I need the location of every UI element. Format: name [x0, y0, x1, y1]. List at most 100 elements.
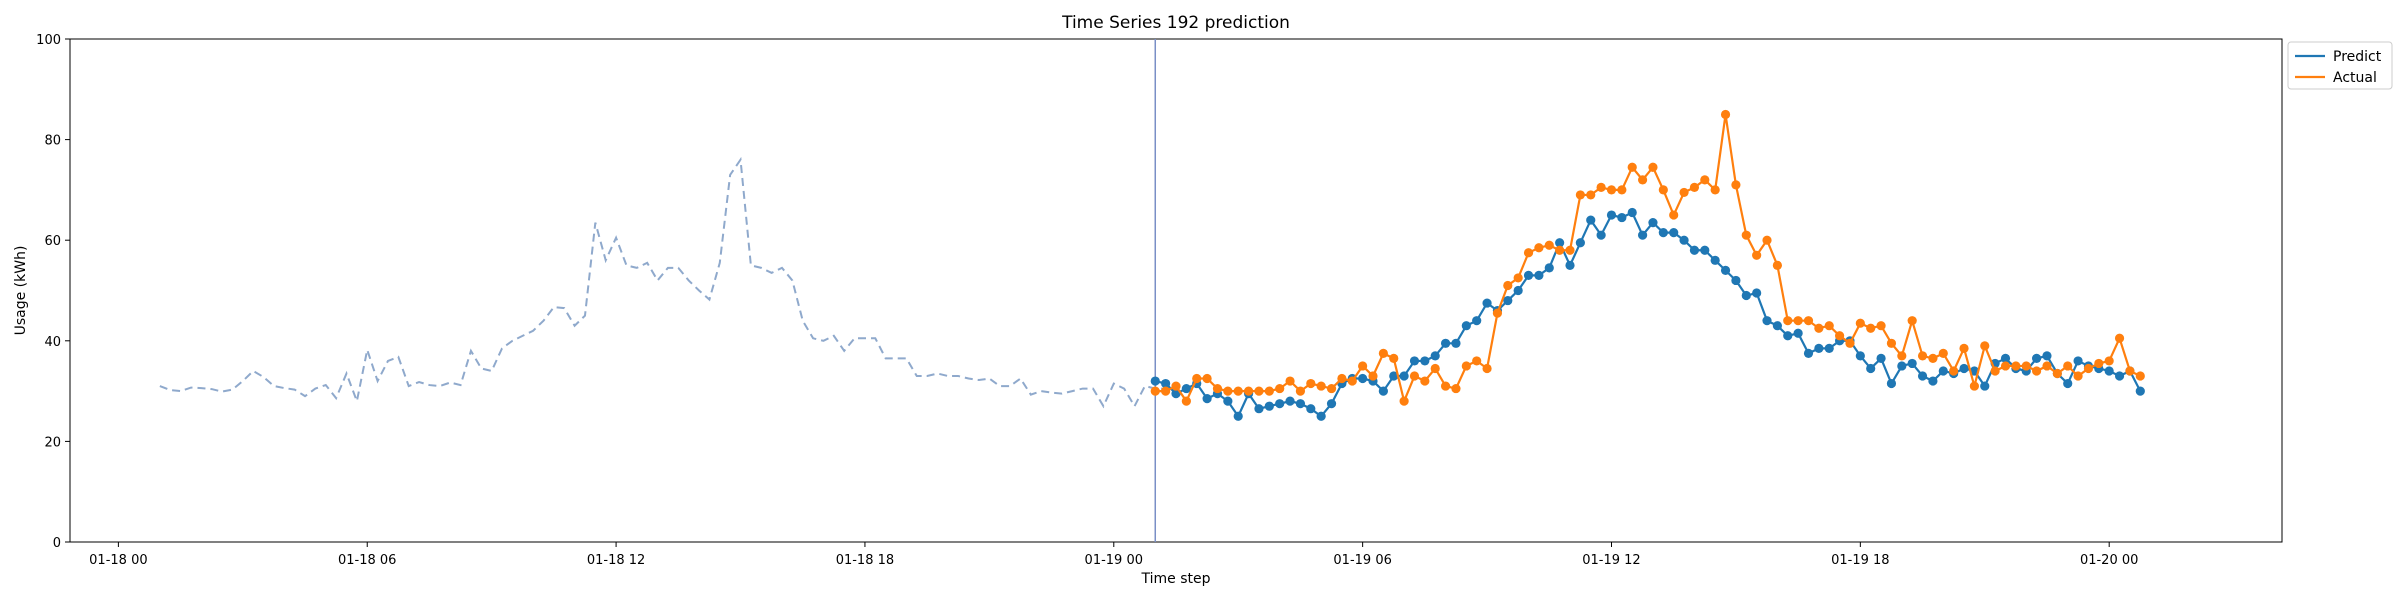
predict-point	[1555, 238, 1565, 248]
actual-point	[1783, 316, 1793, 326]
actual-point	[2073, 371, 2083, 381]
actual-point	[1700, 175, 1710, 185]
predict-point	[1181, 383, 1191, 394]
predict-point	[1700, 245, 1710, 255]
actual-point	[1555, 245, 1565, 255]
actual-point	[1606, 185, 1617, 195]
predict-point	[1637, 230, 1648, 240]
actual-point	[1430, 363, 1440, 374]
actual-point	[2135, 371, 2145, 381]
actual-point	[1513, 273, 1523, 283]
actual-point	[2042, 361, 2052, 371]
x-tick-label: 01-20 00	[2080, 553, 2138, 568]
predict-point	[1793, 328, 1803, 338]
actual-point	[1835, 331, 1845, 341]
actual-point	[1814, 323, 1824, 333]
actual-point	[1534, 243, 1544, 253]
predict-point	[1399, 371, 1409, 381]
actual-point	[1669, 210, 1679, 220]
actual-point	[1689, 182, 1700, 192]
actual-point	[2052, 368, 2062, 379]
predict-point	[1938, 366, 1948, 376]
x-tick-label: 01-18 00	[89, 553, 147, 568]
actual-point	[1907, 316, 1917, 326]
x-tick-label: 01-18 12	[587, 553, 645, 568]
predict-point	[2042, 351, 2052, 361]
predict-point	[1907, 358, 1917, 369]
actual-point	[1565, 245, 1575, 255]
actual-point	[1990, 366, 2000, 376]
actual-point	[1461, 361, 1471, 371]
predict-point	[1866, 363, 1876, 374]
predict-point	[1358, 373, 1368, 384]
predict-point	[1783, 331, 1793, 341]
predict-point	[1720, 265, 1731, 275]
actual-point	[1637, 175, 1648, 185]
actual-point	[1285, 376, 1295, 386]
actual-point	[1969, 381, 1979, 391]
y-tick-label: 0	[53, 536, 61, 551]
actual-point	[1648, 162, 1658, 172]
actual-point	[1212, 383, 1223, 394]
y-tick-label: 20	[44, 435, 61, 450]
predict-point	[1161, 378, 1171, 389]
predict-point	[1752, 288, 1762, 298]
actual-point	[1658, 185, 1668, 195]
actual-point	[1897, 351, 1907, 361]
actual-point	[1368, 371, 1378, 381]
actual-point	[2114, 333, 2125, 343]
predict-point	[1306, 404, 1316, 414]
actual-point	[1917, 351, 1928, 361]
predict-point	[1513, 285, 1523, 296]
actual-point	[1295, 386, 1306, 396]
predict-point	[2032, 353, 2042, 364]
predict-point	[2114, 371, 2125, 381]
predict-point	[1482, 298, 1492, 308]
predict-point	[1523, 270, 1534, 281]
predict-point	[1472, 316, 1482, 326]
predict-point	[2135, 386, 2145, 396]
predict-point	[1264, 401, 1274, 411]
actual-point	[2000, 361, 2011, 371]
predict-point	[1658, 228, 1668, 238]
actual-line	[1155, 114, 2141, 405]
y-tick-label: 80	[44, 134, 61, 149]
actual-point	[1409, 371, 1420, 381]
predict-point	[1326, 399, 1337, 409]
predict-point	[1440, 338, 1451, 348]
actual-point	[1451, 383, 1461, 394]
actual-point	[1679, 187, 1689, 198]
predict-point	[1389, 371, 1399, 381]
predict-point	[1803, 348, 1814, 358]
actual-point	[2125, 366, 2135, 376]
predict-point	[1876, 353, 1886, 364]
actual-point	[1492, 308, 1503, 318]
actual-point	[1741, 230, 1751, 240]
x-axis-label: Time step	[1141, 571, 1211, 587]
actual-point	[1803, 316, 1814, 326]
actual-point	[1544, 240, 1554, 250]
predict-point	[1669, 228, 1679, 238]
x-tick-label: 01-19 00	[1085, 553, 1143, 568]
actual-point	[1482, 363, 1492, 374]
predict-point	[1254, 404, 1264, 414]
predict-point	[1420, 356, 1430, 366]
actual-point	[1243, 386, 1254, 396]
y-axis-label: Usage (kWh)	[13, 246, 29, 336]
actual-point	[1150, 386, 1160, 396]
actual-point	[1202, 373, 1212, 384]
predict-line	[1155, 211, 2142, 419]
actual-point	[1949, 366, 1959, 376]
x-tick-label: 01-18 06	[338, 553, 396, 568]
actual-point	[1876, 321, 1886, 331]
predict-point	[1980, 381, 1990, 391]
predict-point	[1575, 238, 1585, 248]
actual-point	[1928, 353, 1938, 364]
actual-point	[1731, 180, 1741, 190]
actual-point	[1264, 386, 1274, 396]
predict-point	[1762, 316, 1772, 326]
actual-point	[1275, 383, 1285, 394]
actual-point	[1233, 386, 1243, 396]
predict-point	[1648, 217, 1658, 228]
predict-point	[1544, 263, 1554, 273]
